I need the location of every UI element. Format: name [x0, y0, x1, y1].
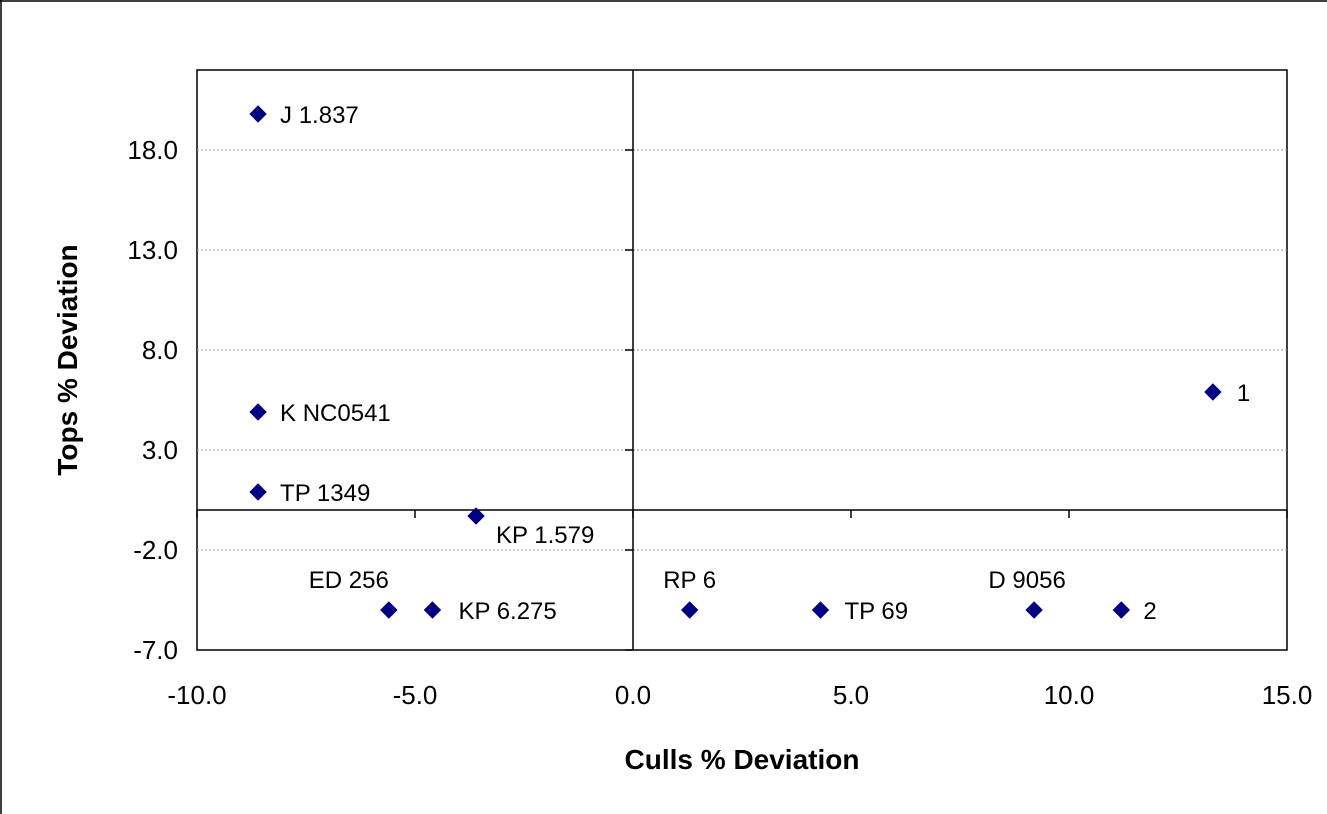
- data-point-label: 2: [1143, 598, 1156, 625]
- x-tick-label: -5.0: [393, 680, 438, 710]
- y-tick-label: 8.0: [142, 335, 178, 365]
- data-point-marker: [1112, 601, 1131, 619]
- x-tick-label: 5.0: [833, 680, 869, 710]
- data-point-marker: [249, 483, 267, 501]
- data-point-marker: [249, 403, 267, 421]
- y-tick-labels: -7.0 -2.0 3.0 8.0 13.0 18.0: [127, 135, 178, 665]
- x-tick-label: -10.0: [167, 680, 226, 710]
- x-tick-label: 0.0: [615, 680, 651, 710]
- gridlines: [197, 149, 1287, 551]
- axes: [197, 70, 1287, 650]
- y-tick-label: -7.0: [133, 635, 178, 665]
- data-point-label: TP 1349: [280, 480, 370, 507]
- x-tick-labels: -10.0 -5.0 0.0 5.0 10.0 15.0: [167, 680, 1312, 710]
- data-point-marker: [811, 601, 830, 619]
- y-tick-label: -2.0: [133, 535, 178, 565]
- data-point-label: KP 6.275: [458, 598, 556, 625]
- x-tick-label: 10.0: [1044, 680, 1095, 710]
- y-tick-label: 18.0: [127, 135, 178, 165]
- data-point-marker: [380, 601, 398, 619]
- data-point-label: TP 69: [844, 598, 908, 625]
- data-point-marker: [1025, 601, 1043, 619]
- data-point-label: D 9056: [988, 567, 1065, 594]
- data-point-label: RP 6: [663, 567, 716, 594]
- y-tick-label: 13.0: [127, 235, 178, 265]
- y-tick-label: 3.0: [142, 435, 178, 465]
- y-axis-title: Tops % Deviation: [52, 244, 83, 475]
- data-point-label: KP 1.579: [496, 522, 594, 549]
- data-point-label: 1: [1237, 380, 1250, 407]
- data-points: [249, 105, 1222, 619]
- plot-area: [196, 69, 1288, 651]
- data-point-marker: [1204, 383, 1222, 401]
- data-point-label: J 1.837: [280, 102, 359, 129]
- data-point-label: K NC0541: [280, 400, 391, 427]
- data-point-label: ED 256: [309, 567, 389, 594]
- x-tick-label: 15.0: [1262, 680, 1313, 710]
- data-point-labels: J 1.837 K NC0541 TP 1349 KP 1.579 ED 256 KP 6…: [280, 102, 1250, 625]
- data-point-marker: [249, 105, 267, 123]
- data-point-marker: [680, 601, 699, 619]
- tick-marks: [196, 149, 1288, 651]
- x-axis-title: Culls % Deviation: [625, 744, 860, 775]
- data-point-marker: [467, 507, 485, 525]
- data-point-marker: [423, 601, 442, 619]
